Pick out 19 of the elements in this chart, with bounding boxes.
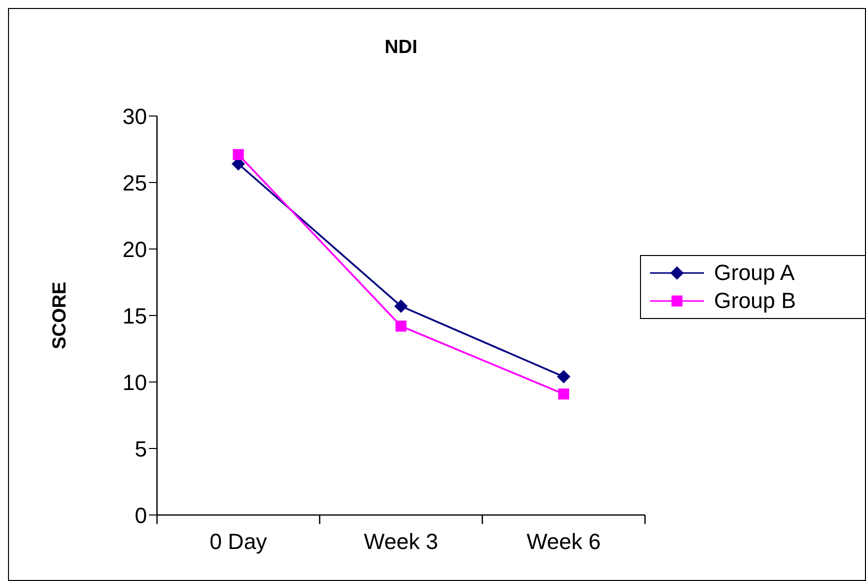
x-tick-label: Week 3 — [364, 529, 438, 554]
y-axis-title: SCORE — [50, 282, 71, 350]
point — [558, 388, 570, 400]
point — [232, 149, 244, 160]
y-tick-label: 20 — [122, 236, 147, 262]
x-tick-label: 0 Day — [210, 529, 268, 554]
y-tick-label: 15 — [122, 303, 147, 328]
point — [557, 370, 570, 384]
legend-label: Group A — [714, 260, 795, 286]
y-tick-label: 10 — [122, 370, 147, 395]
y-tick-label: 30 — [122, 104, 147, 129]
y-tick-label: 5 — [134, 436, 147, 462]
chart-title: NDI — [384, 37, 418, 59]
point — [394, 300, 408, 313]
y-tick-label: 0 — [134, 502, 147, 528]
legend-label: Group B — [714, 288, 796, 314]
x-tick-label: Week 6 — [526, 529, 601, 554]
point — [396, 320, 406, 332]
y-tick-label: 25 — [122, 170, 147, 196]
